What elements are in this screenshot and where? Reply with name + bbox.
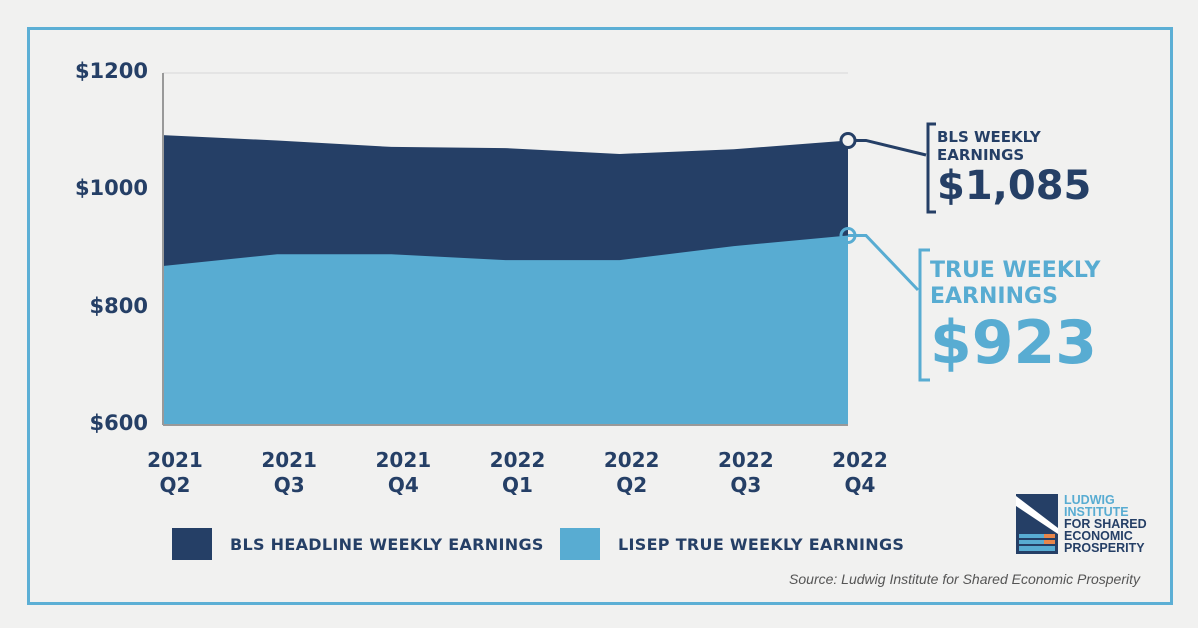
legend-label-lisep: LISEP TRUE WEEKLY EARNINGS xyxy=(618,534,905,554)
true-callout: TRUE WEEKLY EARNINGS $923 xyxy=(930,258,1100,376)
x-tick-label: 2022 Q1 xyxy=(478,448,558,498)
source-note: Source: Ludwig Institute for Shared Econ… xyxy=(789,571,1140,587)
x-tick-line: 2022 xyxy=(489,448,546,472)
logo-text: ECONOMIC xyxy=(1064,529,1133,543)
true-bracket xyxy=(918,248,930,382)
x-tick-line: Q4 xyxy=(387,473,419,497)
legend-item-lisep: LISEP TRUE WEEKLY EARNINGS xyxy=(560,528,904,560)
x-tick-line: 2021 xyxy=(147,448,203,472)
true-connector-line xyxy=(848,234,920,292)
x-tick-line: 2022 xyxy=(832,448,888,472)
frame-border xyxy=(27,27,1173,605)
area-series-lisep xyxy=(163,235,848,425)
logo-mark-icon xyxy=(1016,494,1058,554)
true-end-marker xyxy=(839,227,857,245)
legend-swatch-lisep xyxy=(560,528,600,560)
x-tick-line: 2022 xyxy=(603,448,660,472)
y-tick-label: $1000 xyxy=(74,176,148,201)
legend-item-bls: BLS HEADLINE WEEKLY EARNINGS xyxy=(172,528,544,560)
logo-text: PROSPERITY xyxy=(1064,541,1145,555)
logo-text: FOR SHARED xyxy=(1064,517,1147,531)
y-tick-label: $1200 xyxy=(74,59,148,83)
bls-callout-label: EARNINGS xyxy=(937,146,1025,164)
true-callout-value: $923 xyxy=(930,308,1097,378)
x-tick-line: Q2 xyxy=(159,473,191,497)
x-tick-label: 2022 Q2 xyxy=(592,448,672,498)
bls-callout-value: $1,085 xyxy=(937,163,1092,209)
x-tick-label: 2022 Q4 xyxy=(820,448,900,498)
legend-swatch-bls xyxy=(172,528,212,560)
x-tick-line: 2021 xyxy=(261,448,317,472)
bls-callout-label: BLS WEEKLY xyxy=(937,128,1041,146)
bls-end-marker xyxy=(839,131,857,149)
x-tick-line: Q3 xyxy=(273,473,305,497)
ludwig-institute-logo: LUDWIG INSTITUTE FOR SHARED ECONOMIC PRO… xyxy=(1016,494,1147,554)
x-tick-label: 2022 Q3 xyxy=(706,448,786,498)
y-tick-label: $800 xyxy=(89,293,148,318)
x-tick-line: 2022 xyxy=(717,448,774,472)
legend-label-bls: BLS HEADLINE WEEKLY EARNINGS xyxy=(230,534,544,554)
logo-text: INSTITUTE xyxy=(1064,505,1129,519)
bls-bracket xyxy=(926,122,936,214)
bls-callout: BLS WEEKLY EARNINGS $1,085 xyxy=(937,128,1091,208)
x-tick-line: Q2 xyxy=(616,473,648,497)
true-callout-label: EARNINGS xyxy=(930,284,1058,309)
x-tick-line: 2021 xyxy=(375,448,432,472)
y-tick-label: $600 xyxy=(89,411,148,435)
x-tick-label: 2021 Q4 xyxy=(363,448,443,498)
x-tick-label: 2021 Q3 xyxy=(249,448,329,498)
bls-connector-line xyxy=(848,138,927,157)
logo-text: LUDWIG xyxy=(1064,493,1115,507)
x-tick-label: 2021 Q2 xyxy=(135,448,215,498)
x-tick-line: Q1 xyxy=(502,473,533,497)
true-callout-label: TRUE WEEKLY xyxy=(930,258,1101,283)
x-tick-line: Q4 xyxy=(844,473,876,497)
x-tick-line: Q3 xyxy=(730,473,762,497)
